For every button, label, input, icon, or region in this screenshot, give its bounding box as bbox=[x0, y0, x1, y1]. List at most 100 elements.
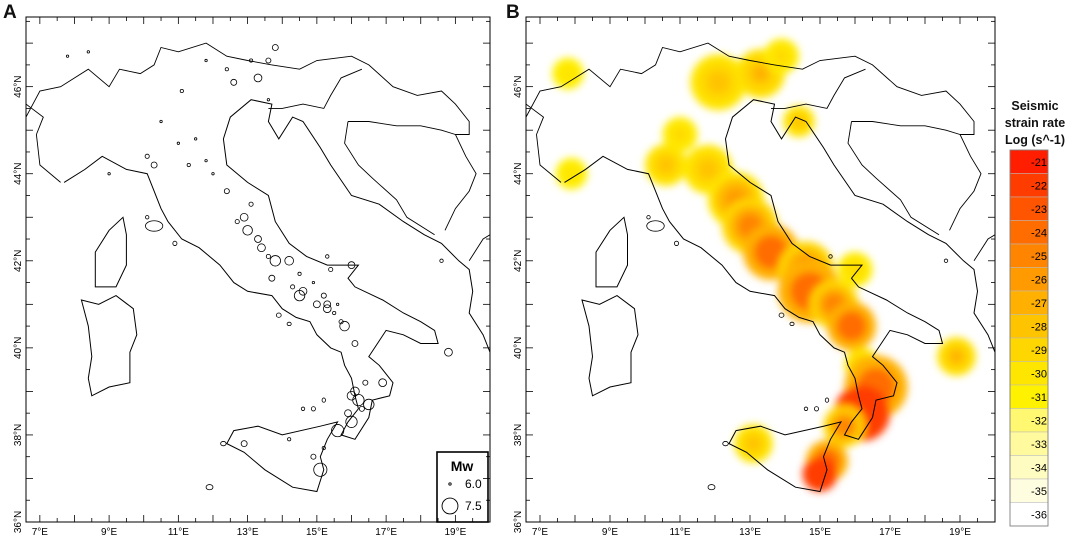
lat-tick-label: 44°N bbox=[513, 163, 524, 185]
strain-contour bbox=[660, 159, 672, 171]
coastline-sardinia bbox=[80, 295, 138, 397]
lat-tick-label: 44°N bbox=[13, 163, 24, 185]
earthquake-marker bbox=[313, 300, 321, 309]
earthquake-marker bbox=[266, 98, 270, 102]
lon-tick-label: 17°E bbox=[879, 527, 901, 538]
earthquake-marker bbox=[176, 141, 180, 145]
colorbar-label: -32 bbox=[1031, 415, 1047, 427]
colorbar-label: -30 bbox=[1031, 368, 1047, 380]
earthquake-marker bbox=[290, 284, 296, 290]
lon-tick-label: 13°E bbox=[237, 527, 259, 538]
colorbar-label: -35 bbox=[1031, 486, 1047, 498]
colorbar-title-line: Seismic bbox=[1011, 99, 1059, 113]
earthquake-marker bbox=[287, 437, 292, 442]
lat-tick-label: 42°N bbox=[13, 250, 24, 272]
lon-tick-label: 17°E bbox=[375, 527, 397, 538]
earthquake-marker bbox=[194, 137, 198, 141]
earthquake-marker bbox=[311, 280, 316, 285]
coastline-sicily bbox=[728, 421, 843, 493]
small-island bbox=[824, 397, 830, 403]
earthquake-marker bbox=[144, 153, 150, 159]
earthquake-marker bbox=[332, 310, 337, 316]
lat-tick-label: 36°N bbox=[13, 511, 24, 533]
earthquake-marker bbox=[234, 219, 240, 225]
earthquake-marker bbox=[268, 274, 276, 282]
lon-tick-label: 7°E bbox=[32, 527, 49, 538]
lon-tick-label: 19°E bbox=[444, 527, 466, 538]
lon-tick-label: 9°E bbox=[101, 527, 118, 538]
strain-contour bbox=[753, 66, 768, 81]
small-island bbox=[789, 321, 795, 327]
earthquake-marker bbox=[338, 319, 344, 325]
coastline-mainland bbox=[63, 99, 490, 440]
earthquake-marker bbox=[351, 340, 359, 347]
small-island bbox=[813, 406, 819, 412]
strain-contour bbox=[676, 130, 684, 139]
lon-tick-label: 19°E bbox=[949, 527, 971, 538]
strain-contour bbox=[711, 75, 726, 90]
strain-contour bbox=[777, 52, 786, 60]
country-border bbox=[271, 55, 477, 231]
country-border bbox=[847, 121, 940, 236]
earthquake-marker bbox=[211, 172, 215, 176]
earthquake-marker bbox=[248, 201, 254, 207]
small-island bbox=[220, 441, 227, 447]
coastline-corsica bbox=[595, 216, 628, 288]
earthquake-marker bbox=[347, 261, 356, 269]
earthquake-marker bbox=[378, 378, 387, 387]
colorbar: -21 -22 -23 -24 -25 -26 -27 -28 -29 -30 -31 -32 -33 -… bbox=[1009, 149, 1049, 527]
earthquake-marker bbox=[363, 398, 375, 411]
colorbar-label: -22 bbox=[1031, 180, 1047, 192]
earthquake-marker bbox=[346, 390, 357, 401]
small-island bbox=[321, 397, 326, 403]
earthquake-marker bbox=[321, 445, 326, 451]
earthquake-marker bbox=[297, 271, 302, 276]
earthquake-marker bbox=[310, 453, 317, 460]
colorbar-frame bbox=[1009, 149, 1049, 527]
lat-tick-label: 42°N bbox=[513, 250, 524, 272]
lat-tick-label: 40°N bbox=[13, 337, 24, 359]
colorbar-label: -25 bbox=[1031, 251, 1047, 263]
strain-contour bbox=[836, 310, 867, 342]
earthquake-marker bbox=[240, 440, 248, 448]
panel-b-letter: B bbox=[506, 2, 520, 23]
colorbar-label: -26 bbox=[1031, 274, 1047, 286]
coastline-sardinia bbox=[581, 295, 639, 397]
lat-tick-label: 38°N bbox=[13, 424, 24, 446]
small-island bbox=[439, 258, 444, 263]
lat-tick-label: 46°N bbox=[13, 75, 24, 97]
small-island bbox=[145, 220, 164, 232]
small-island bbox=[828, 254, 833, 259]
earthquake-marker bbox=[179, 88, 184, 94]
colorbar-label: -34 bbox=[1031, 462, 1047, 474]
small-island bbox=[172, 240, 178, 246]
earthquake-marker bbox=[150, 161, 158, 169]
colorbar-label: -36 bbox=[1031, 509, 1047, 521]
lat-tick-label: 46°N bbox=[513, 75, 524, 97]
strain-contour bbox=[951, 351, 962, 363]
earthquake-marker bbox=[254, 235, 262, 243]
earthquake-marker bbox=[224, 67, 229, 72]
lat-tick-label: 40°N bbox=[513, 337, 524, 359]
legend-marker bbox=[441, 497, 459, 515]
earthquake-marker bbox=[345, 415, 358, 428]
earthquake-marker bbox=[239, 212, 249, 222]
earthquake-marker bbox=[204, 58, 208, 63]
earthquake-marker bbox=[249, 58, 254, 63]
earthquake-marker bbox=[444, 347, 453, 357]
earthquake-marker bbox=[253, 73, 263, 83]
earthquake-marker bbox=[271, 44, 279, 51]
earthquake-marker bbox=[323, 300, 332, 309]
map-frame bbox=[525, 16, 996, 523]
legend-label: 7.5 bbox=[465, 499, 482, 513]
colorbar-label: -23 bbox=[1031, 204, 1047, 216]
colorbar-title-line: strain rate bbox=[1004, 116, 1066, 130]
lat-tick-label: 36°N bbox=[513, 511, 524, 533]
country-border bbox=[526, 103, 562, 183]
small-island bbox=[145, 215, 150, 220]
lon-tick-label: 9°E bbox=[602, 527, 619, 538]
earthquake-marker bbox=[86, 50, 90, 54]
small-island bbox=[734, 538, 738, 541]
magnitude-legend: Mw 6.0 7.5 bbox=[436, 451, 489, 523]
colorbar-label: -27 bbox=[1031, 298, 1047, 310]
